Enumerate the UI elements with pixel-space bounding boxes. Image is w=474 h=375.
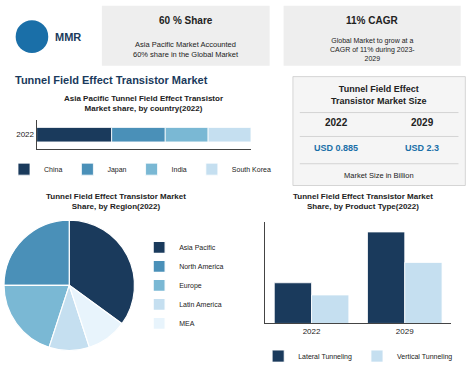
- svg-text:2022: 2022: [303, 327, 321, 336]
- svg-text:South Korea: South Korea: [232, 166, 271, 173]
- svg-text:11% CAGR: 11% CAGR: [346, 15, 398, 26]
- svg-text:Tunnel Field Effect Transistor: Tunnel Field Effect Transistor MarketSha…: [46, 192, 186, 211]
- svg-text:USD 2.3: USD 2.3: [405, 143, 439, 153]
- svg-text:Tunnel Field EffectTransistor: Tunnel Field EffectTransistor Market Siz…: [331, 84, 427, 106]
- svg-text:MEA: MEA: [179, 320, 195, 327]
- svg-text:Asia Pacific Tunnel Field Effe: Asia Pacific Tunnel Field Effect Transis…: [64, 94, 223, 113]
- svg-text:China: China: [44, 166, 62, 173]
- svg-text:Latin America: Latin America: [179, 301, 222, 308]
- svg-text:Lateral Tunneling: Lateral Tunneling: [298, 353, 352, 361]
- svg-text:60 % Share: 60 % Share: [159, 15, 213, 26]
- svg-text:Vertical Tunneling: Vertical Tunneling: [397, 353, 452, 361]
- svg-text:Japan: Japan: [107, 166, 126, 174]
- svg-text:Market Size in Billion: Market Size in Billion: [344, 171, 414, 180]
- svg-text:2022: 2022: [16, 130, 34, 139]
- svg-text:2029: 2029: [396, 327, 414, 336]
- svg-text:2022: 2022: [325, 117, 348, 128]
- svg-text:Global Market to grow at aCAGR: Global Market to grow at aCAGR of 11% du…: [330, 37, 415, 62]
- svg-text:Tunnel Field Effect Transistor: Tunnel Field Effect Transistor MarketSha…: [293, 192, 433, 211]
- svg-text:Tunnel Field Effect Transistor: Tunnel Field Effect Transistor Market: [15, 74, 208, 86]
- svg-text:2029: 2029: [411, 117, 434, 128]
- svg-text:North America: North America: [179, 263, 223, 270]
- svg-text:Asia Pacific: Asia Pacific: [179, 244, 216, 251]
- svg-text:Europe: Europe: [179, 282, 202, 290]
- svg-text:Asia Pacific Market Accounted6: Asia Pacific Market Accounted60% share i…: [133, 40, 239, 59]
- svg-text:USD 0.885: USD 0.885: [314, 143, 358, 153]
- svg-text:India: India: [172, 166, 187, 173]
- svg-text:MMR: MMR: [55, 31, 81, 43]
